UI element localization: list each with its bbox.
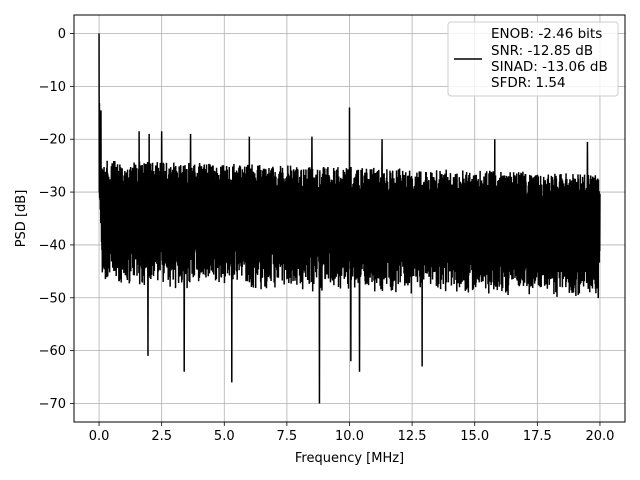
x-tick-label: 10.0	[335, 429, 364, 444]
legend: ENOB: -2.46 bits SNR: -12.85 dB SINAD: -…	[447, 21, 619, 97]
x-tick-label: 17.5	[523, 429, 552, 444]
x-tick-label: 12.5	[398, 429, 427, 444]
x-tick-label: 20.0	[585, 429, 614, 444]
legend-sfdr: SFDR: 1.54	[491, 75, 566, 91]
y-tick-label: −10	[39, 80, 66, 95]
legend-snr: SNR: -12.85 dB	[491, 43, 593, 59]
y-tick-label: −30	[39, 186, 66, 201]
y-axis-ticks: 0 −10 −20 −30 −40 −50 −60 −70	[39, 27, 74, 412]
legend-box	[447, 21, 619, 97]
x-axis-ticks: 0.0 2.5 5.0 7.5 10.0 12.5 15.0 17.5 20.0	[89, 422, 614, 444]
y-tick-label: 0	[58, 27, 66, 42]
y-axis-title: PSD [dB]	[14, 190, 29, 248]
plot-area	[98, 33, 601, 404]
y-tick-label: −40	[39, 238, 66, 253]
legend-sinad: SINAD: -13.06 dB	[491, 59, 608, 75]
x-tick-label: 5.0	[214, 429, 235, 444]
x-axis-title: Frequency [MHz]	[295, 451, 404, 466]
x-tick-label: 7.5	[277, 429, 298, 444]
y-tick-label: −20	[39, 133, 66, 148]
psd-series-line	[98, 33, 601, 404]
y-tick-label: −70	[39, 397, 66, 412]
y-tick-label: −60	[39, 344, 66, 359]
y-tick-label: −50	[39, 291, 66, 306]
x-tick-label: 0.0	[89, 429, 110, 444]
legend-enob: ENOB: -2.46 bits	[491, 26, 602, 42]
x-tick-label: 15.0	[460, 429, 489, 444]
x-tick-label: 2.5	[151, 429, 172, 444]
